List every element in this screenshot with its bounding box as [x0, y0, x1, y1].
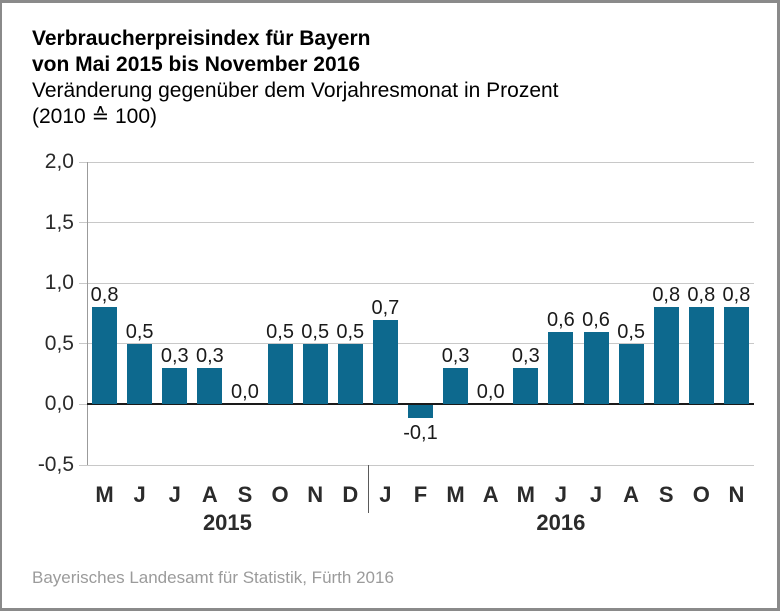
source-note: Bayerisches Landesamt für Statistik, Für…: [32, 568, 394, 587]
bar-value-label: 0,3: [195, 345, 224, 368]
gridline: [79, 222, 754, 224]
x-axis-month-label: A: [623, 482, 640, 507]
x-axis-month-label: J: [554, 482, 568, 507]
bar-value-label: 0,5: [301, 320, 330, 343]
x-axis-month-label: D: [342, 482, 359, 507]
x-axis-month-label: O: [692, 482, 710, 507]
x-axis-month-label: M: [95, 482, 114, 507]
bar-value-label: 0,6: [582, 308, 610, 331]
bar: [92, 307, 118, 405]
y-axis-tick-label: 0,5: [44, 331, 74, 355]
bar: [688, 307, 714, 405]
bar-value-label: 0,3: [441, 345, 470, 368]
gridline: [79, 282, 754, 284]
bar-value-label: 0,7: [371, 296, 400, 319]
y-axis-line: [87, 162, 88, 465]
year-separator-line: [367, 465, 369, 513]
chart-header: Verbraucherpreisindex für Bayern von Mai…: [32, 26, 559, 130]
bar-value-label: 0,5: [266, 320, 294, 343]
bar: [162, 368, 188, 405]
x-axis-month-label: J: [589, 482, 603, 507]
bar: [583, 331, 609, 405]
bar-value-label: 0,3: [160, 345, 189, 368]
bar: [337, 343, 363, 405]
bar: [548, 331, 574, 405]
bar-value-label: 0,0: [476, 381, 505, 404]
y-axis-tick-label: -0,5: [37, 453, 74, 476]
x-axis-month-label: M: [446, 482, 465, 507]
bar: [267, 343, 293, 405]
x-axis-month-label: N: [728, 482, 745, 507]
chart-title-line1: Verbraucherpreisindex für Bayern: [32, 27, 371, 50]
bar-value-label: 0,8: [687, 284, 716, 307]
x-axis-month-label: F: [413, 482, 428, 507]
y-axis-tick-label: 2,0: [44, 150, 74, 173]
x-axis-year-label: 2016: [536, 510, 586, 535]
x-axis-month-label: S: [658, 482, 674, 507]
bar: [127, 343, 153, 405]
bar: [197, 368, 223, 405]
bar-value-label: 0,5: [617, 320, 646, 343]
x-axis-month-label: M: [516, 482, 535, 507]
bar: [723, 307, 749, 405]
y-axis-tick-label: 0,0: [44, 392, 74, 416]
bar: [302, 343, 328, 405]
bar-value-label: 0,5: [336, 320, 365, 343]
bar-value-label: 0,5: [125, 320, 154, 343]
bar-value-label: 0,6: [547, 308, 575, 331]
x-axis-month-label: A: [201, 482, 218, 507]
bar: [408, 405, 433, 418]
chart-title-line2: von Mai 2015 bis November 2016: [32, 53, 360, 76]
plot-area: 0,8 0,5 0,3 0,3 0,0 0,5 0,5 0,5 0,7 -0,1 0,3 0,0 0,3…: [79, 161, 754, 534]
x-axis-month-label: N: [307, 482, 324, 507]
bar-value-label: 0,8: [652, 284, 681, 307]
bar-value-label: -0,1: [403, 421, 438, 444]
chart-subtitle-line1: Veränderung gegenüber dem Vorjahresmonat…: [32, 79, 559, 102]
x-axis-year-label: 2015: [202, 510, 252, 535]
x-axis-month-label: J: [168, 482, 181, 507]
bar-value-label: 0,0: [231, 381, 259, 404]
bar-value-label: 0,8: [90, 284, 119, 307]
bar: [513, 368, 539, 405]
bar: [618, 343, 644, 405]
gridline: [79, 161, 754, 163]
zero-line: [87, 403, 754, 406]
gridline: [79, 343, 754, 345]
gridline: [79, 464, 754, 466]
y-axis-tick-label: 1,5: [44, 210, 74, 234]
chart-subtitle-line2: (2010 ≙ 100): [32, 105, 158, 128]
y-axis-tick-label: 1,0: [44, 271, 74, 295]
x-axis-month-label: J: [133, 482, 146, 507]
x-axis-month-label: J: [379, 482, 392, 507]
x-axis-month-label: S: [237, 482, 253, 507]
bar-value-label: 0,3: [511, 345, 540, 368]
x-axis-month-label: O: [271, 482, 289, 507]
bar: [443, 368, 469, 405]
x-axis-month-label: A: [482, 482, 499, 507]
bar: [653, 307, 679, 405]
bar-value-label: 0,8: [722, 284, 751, 307]
bar: [372, 319, 398, 405]
